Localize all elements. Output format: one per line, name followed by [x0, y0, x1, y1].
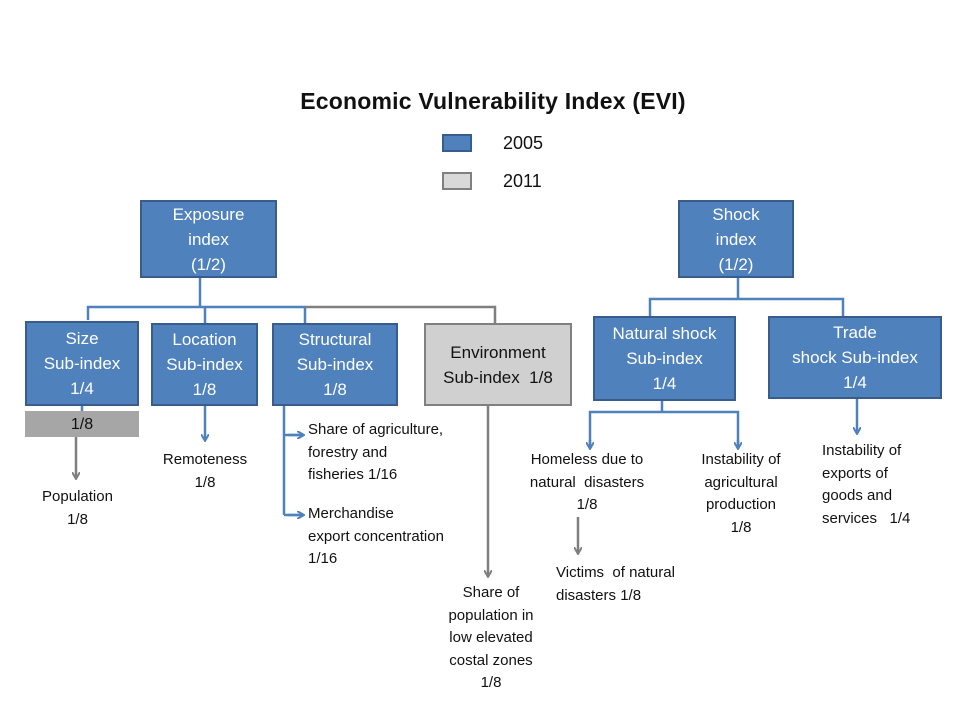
- shock-index-box: Shock index (1/2): [678, 200, 794, 278]
- environment-subindex-box: Environment Sub-index 1/8: [424, 323, 572, 406]
- trade-shock-subindex-box: Trade shock Sub-index 1/4: [768, 316, 942, 399]
- size-subindex-box: Size Sub-index 1/4: [25, 321, 139, 406]
- structural-subindex-box: Structural Sub-index 1/8: [272, 323, 398, 406]
- exposure-branch-line: [86, 278, 307, 323]
- structural-arrows: [282, 405, 302, 517]
- merchandise-export-indicator: Merchandise export concentration 1/16: [308, 505, 444, 567]
- shock-branch-line: [648, 278, 845, 316]
- exposure-index-box: Exposure index (1/2): [140, 200, 277, 278]
- homeless-indicator: Homeless due to natural disasters 1/8: [529, 451, 645, 513]
- location-subindex-box: Location Sub-index 1/8: [151, 323, 258, 406]
- agriculture-share-indicator: Share of agriculture, forestry and fishe…: [308, 421, 444, 483]
- natural-branch-line: [588, 401, 740, 448]
- natural-shock-subindex-box: Natural shock Sub-index 1/4: [593, 316, 736, 401]
- exports-instability-indicator: Instability of exports of goods and serv…: [822, 442, 911, 527]
- disaster-victims-indicator: Victims of natural disasters 1/8: [556, 564, 675, 604]
- population-indicator: Population 1/8: [42, 488, 113, 528]
- legend-label-2005: 2005: [503, 133, 544, 153]
- environment-branch-line: [305, 305, 497, 323]
- size-2011-weight-box: 1/8: [25, 411, 139, 437]
- legend-swatch-2005: [442, 134, 472, 152]
- legend-swatch-2011: [442, 172, 472, 190]
- agricultural-instability-indicator: Instability of agricultural production 1…: [701, 451, 781, 536]
- legend-label-2011: 2011: [503, 171, 542, 191]
- remoteness-indicator: Remoteness 1/8: [162, 451, 248, 491]
- diagram-title: Economic Vulnerability Index (EVI): [300, 88, 686, 114]
- coastal-population-indicator: Share of population in low elevated cost…: [448, 584, 534, 691]
